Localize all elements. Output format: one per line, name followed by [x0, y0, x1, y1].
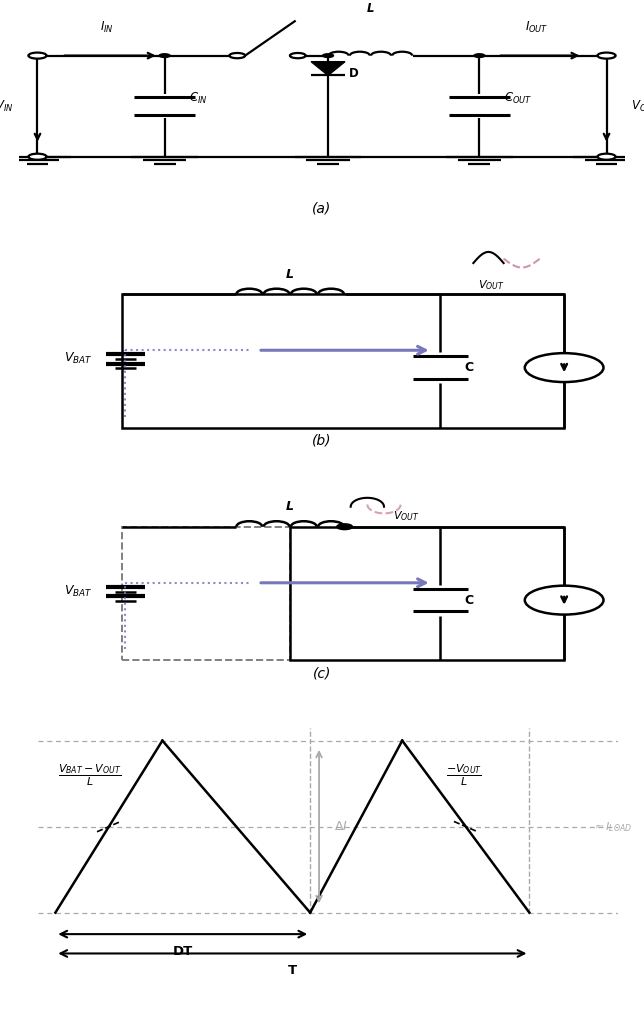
Text: C: C	[464, 593, 474, 607]
Bar	[122, 527, 290, 660]
Text: (a): (a)	[312, 201, 332, 215]
Text: $I_{IN}$: $I_{IN}$	[100, 20, 114, 35]
Text: $V_{IN}$: $V_{IN}$	[0, 99, 14, 113]
Circle shape	[598, 154, 616, 160]
Text: $\approx I_{LOAD}$: $\approx I_{LOAD}$	[592, 820, 632, 833]
Text: $\Delta I$: $\Delta I$	[334, 820, 348, 833]
Circle shape	[323, 54, 334, 58]
Circle shape	[337, 524, 352, 530]
Circle shape	[525, 353, 603, 382]
Circle shape	[474, 54, 485, 58]
Text: $I_{OUT}$: $I_{OUT}$	[525, 20, 549, 35]
Circle shape	[28, 53, 46, 59]
Bar	[122, 294, 564, 428]
Text: (b): (b)	[312, 434, 332, 448]
Circle shape	[598, 53, 616, 59]
Text: $V_{OUT}$: $V_{OUT}$	[478, 279, 505, 292]
Circle shape	[290, 53, 306, 59]
Text: $C_{OUT}$: $C_{OUT}$	[504, 91, 532, 105]
Text: $V_{OUT}$: $V_{OUT}$	[630, 99, 644, 113]
Circle shape	[525, 585, 603, 615]
Text: $V_{OUT}$: $V_{OUT}$	[393, 509, 420, 523]
Text: T: T	[288, 964, 297, 978]
Text: $I_L$: $I_L$	[591, 360, 601, 375]
Text: L: L	[286, 500, 294, 514]
Text: DT: DT	[173, 945, 193, 957]
Bar	[290, 527, 564, 660]
Text: (c): (c)	[313, 666, 331, 680]
Text: $I_L$: $I_L$	[591, 592, 601, 608]
Text: $\dfrac{V_{BAT}-V_{OUT}}{L}$: $\dfrac{V_{BAT}-V_{OUT}}{L}$	[59, 762, 122, 788]
Text: $V_{BAT}$: $V_{BAT}$	[64, 351, 92, 366]
Text: $C_{IN}$: $C_{IN}$	[189, 91, 207, 105]
Text: L: L	[286, 268, 294, 281]
Text: C: C	[464, 361, 474, 374]
Circle shape	[28, 154, 46, 160]
Circle shape	[229, 53, 245, 59]
Text: L: L	[366, 2, 374, 15]
Circle shape	[159, 54, 170, 58]
Text: $\dfrac{-V_{OUT}}{L}$: $\dfrac{-V_{OUT}}{L}$	[446, 762, 482, 788]
Text: SW: SW	[257, 0, 278, 3]
Text: D: D	[349, 68, 359, 80]
Text: $V_{BAT}$: $V_{BAT}$	[64, 583, 92, 599]
Polygon shape	[311, 62, 345, 76]
